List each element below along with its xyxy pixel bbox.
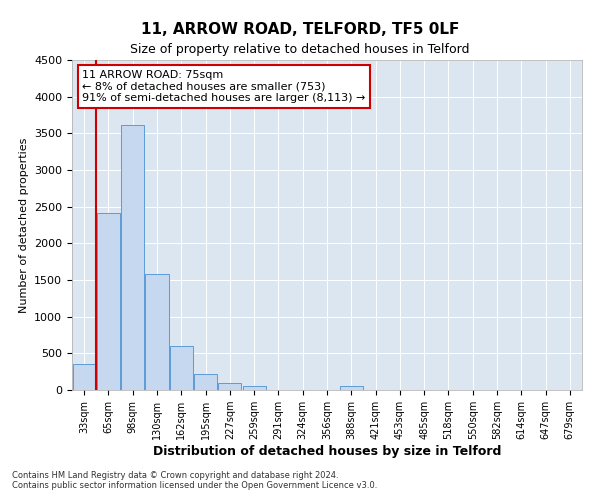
Bar	[73, 364, 95, 390]
Y-axis label: Number of detached properties: Number of detached properties	[19, 138, 29, 312]
Bar	[194, 374, 217, 390]
Bar	[97, 212, 120, 390]
Bar	[170, 346, 193, 390]
Bar	[145, 274, 169, 390]
Bar	[340, 386, 363, 390]
Text: Contains HM Land Registry data © Crown copyright and database right 2024.: Contains HM Land Registry data © Crown c…	[12, 470, 338, 480]
Text: Contains public sector information licensed under the Open Government Licence v3: Contains public sector information licen…	[12, 480, 377, 490]
X-axis label: Distribution of detached houses by size in Telford: Distribution of detached houses by size …	[153, 445, 501, 458]
Bar	[218, 382, 241, 390]
Bar	[121, 124, 144, 390]
Text: 11, ARROW ROAD, TELFORD, TF5 0LF: 11, ARROW ROAD, TELFORD, TF5 0LF	[141, 22, 459, 38]
Text: Size of property relative to detached houses in Telford: Size of property relative to detached ho…	[130, 42, 470, 56]
Text: 11 ARROW ROAD: 75sqm
← 8% of detached houses are smaller (753)
91% of semi-detac: 11 ARROW ROAD: 75sqm ← 8% of detached ho…	[82, 70, 365, 103]
Bar	[242, 386, 266, 390]
